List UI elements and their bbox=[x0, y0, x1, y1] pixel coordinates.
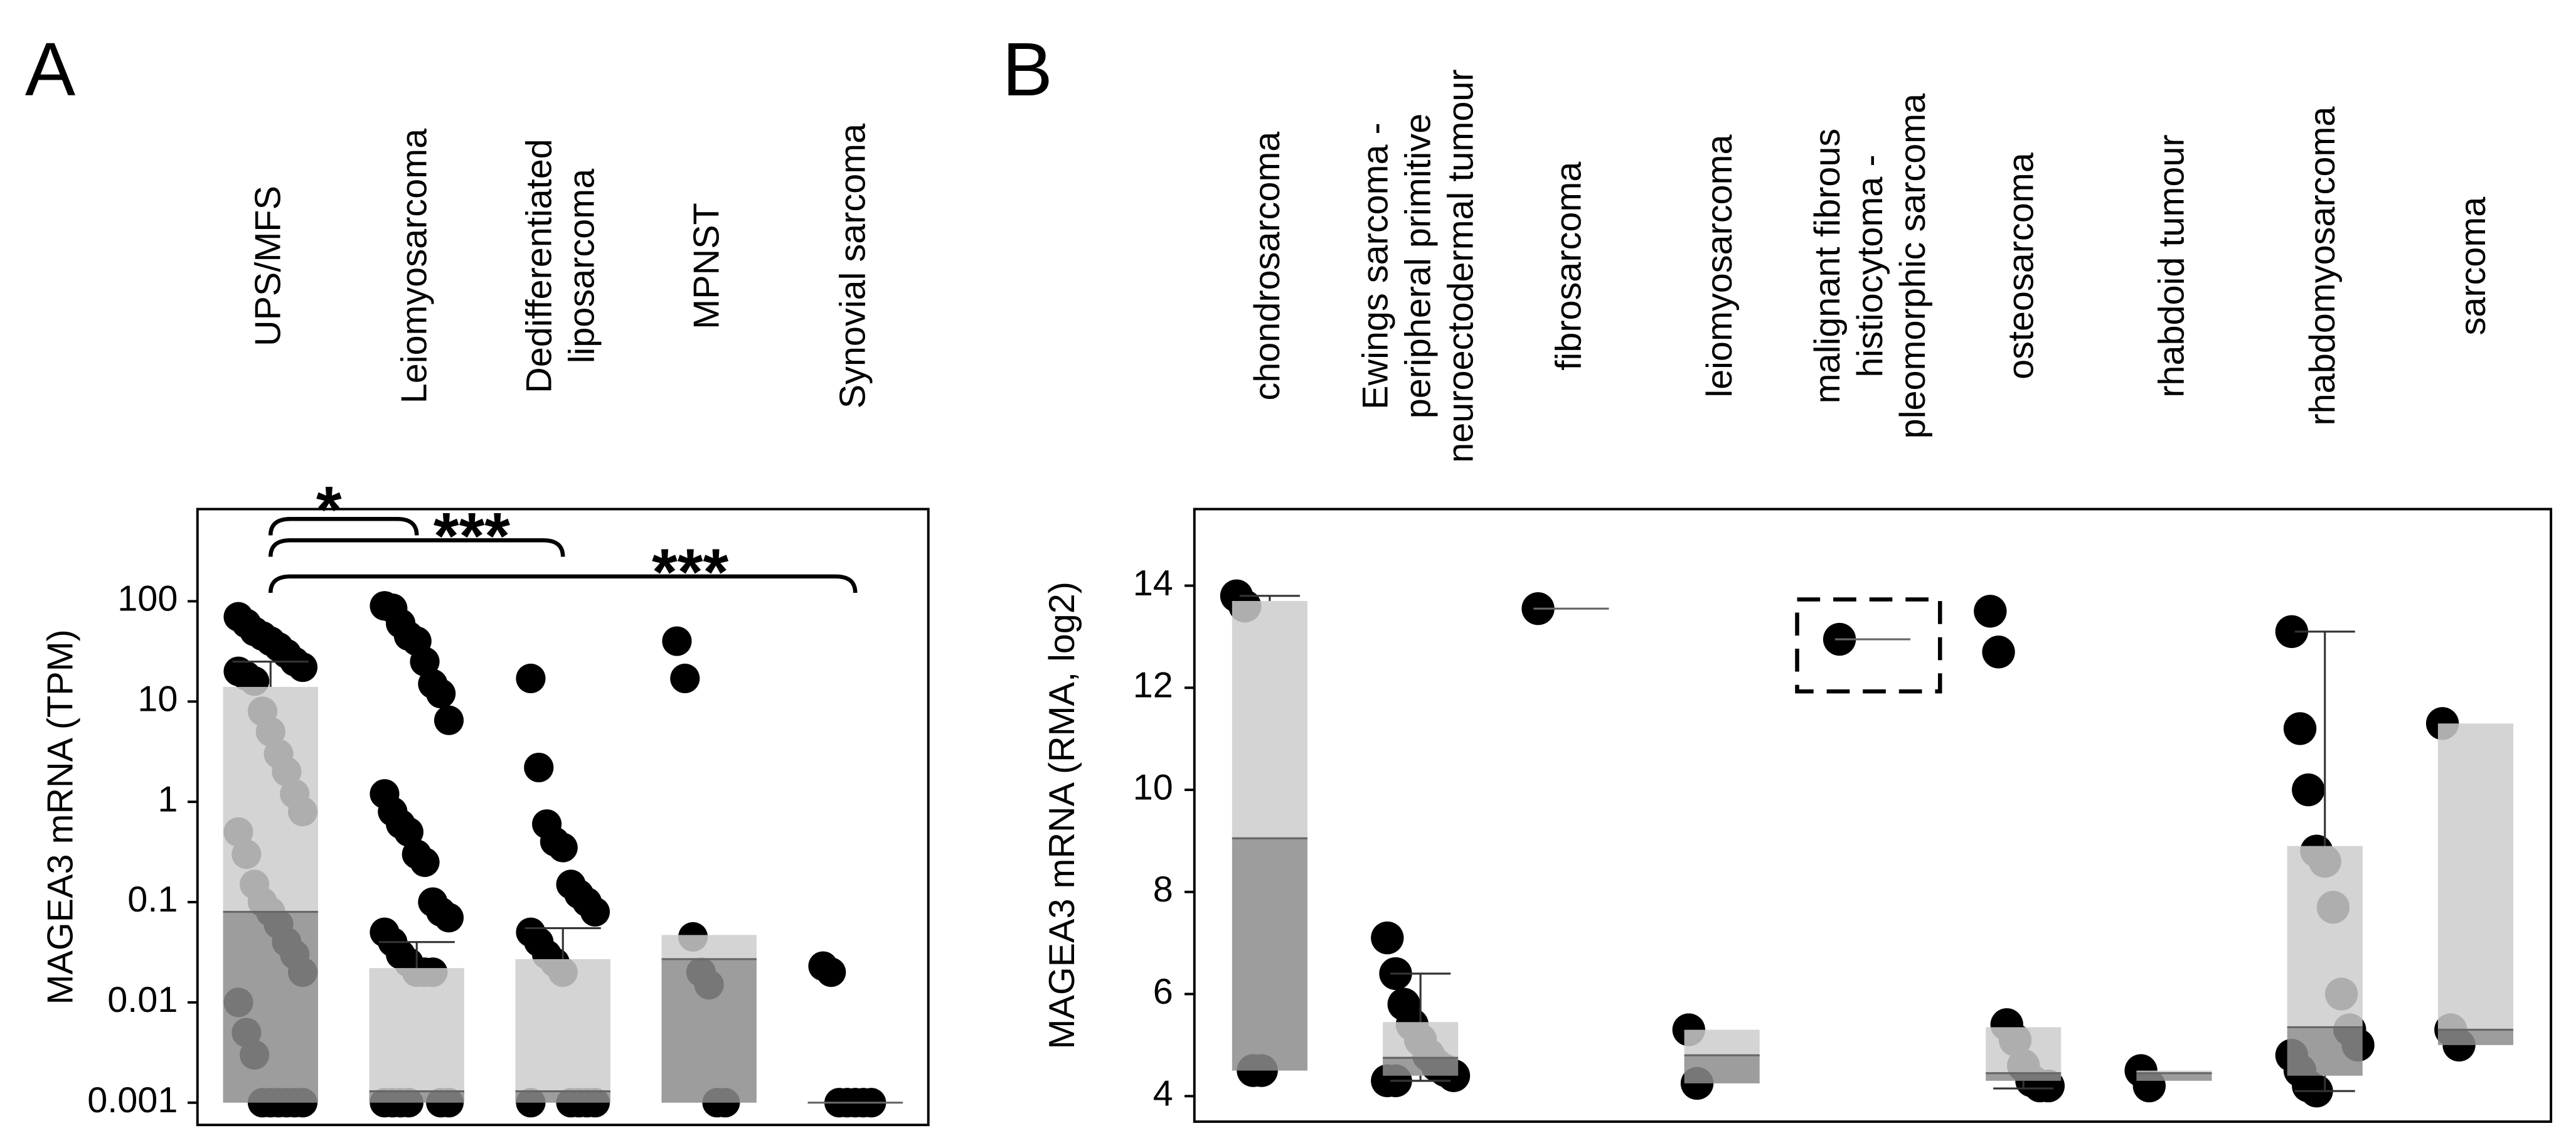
data-point bbox=[516, 663, 546, 694]
category-label: peripheral primitive bbox=[1398, 114, 1438, 418]
data-point bbox=[2283, 712, 2317, 745]
box-upper bbox=[2287, 846, 2363, 1028]
box-upper bbox=[1232, 600, 1307, 839]
box-lower bbox=[1986, 1073, 2062, 1081]
data-point bbox=[1974, 595, 2007, 628]
category-label: Dedifferentiated bbox=[519, 139, 559, 393]
box-lower bbox=[2437, 1029, 2514, 1045]
box-lower bbox=[2136, 1073, 2212, 1081]
category-label: UPS/MFS bbox=[248, 186, 288, 346]
category-label: rhabdoid tumour bbox=[2152, 134, 2192, 397]
y-tick-label: 14 bbox=[1133, 563, 1173, 603]
data-point bbox=[1982, 635, 2015, 669]
category-label: leiomyosarcoma bbox=[1700, 134, 1740, 398]
y-axis-label: MAGEA3 mRNA (RMA, log2) bbox=[1042, 582, 1082, 1049]
data-point bbox=[2275, 615, 2309, 648]
category-label: neuroectodermal tumour bbox=[1440, 69, 1481, 462]
box-lower bbox=[1684, 1055, 1760, 1083]
y-tick-label: 0.01 bbox=[107, 980, 178, 1020]
box-upper bbox=[369, 968, 464, 1092]
category-label: osteosarcoma bbox=[2001, 152, 2041, 380]
data-point bbox=[410, 847, 440, 877]
category-label: chondrosarcoma bbox=[1247, 131, 1287, 401]
y-tick-label: 12 bbox=[1133, 666, 1173, 706]
box-upper bbox=[2437, 723, 2514, 1030]
data-point bbox=[426, 679, 456, 709]
y-tick-label: 0.001 bbox=[87, 1080, 178, 1120]
y-tick-label: 1 bbox=[157, 779, 178, 819]
data-point bbox=[580, 896, 610, 927]
category-label: pleomorphic sarcoma bbox=[1893, 93, 1933, 439]
box-upper bbox=[2136, 1070, 2212, 1073]
category-label: liposarcoma bbox=[562, 168, 602, 363]
data-point bbox=[548, 832, 578, 863]
y-tick-label: 0.1 bbox=[127, 880, 178, 920]
category-label: Synovial sarcoma bbox=[833, 123, 873, 408]
y-tick-label: 100 bbox=[117, 579, 178, 619]
panel-label: A bbox=[25, 27, 76, 112]
plot-frame bbox=[1193, 508, 2553, 1123]
category-label: malignant fibrous bbox=[1807, 129, 1848, 403]
significance-label: *** bbox=[434, 499, 510, 573]
category-label: Leiomyosarcoma bbox=[394, 128, 434, 403]
box-lower bbox=[661, 959, 757, 1103]
box-upper bbox=[1383, 1022, 1459, 1058]
box-upper bbox=[1986, 1027, 2062, 1073]
highlight-box bbox=[1795, 597, 1942, 694]
box-lower bbox=[515, 1091, 610, 1103]
category-label: MPNST bbox=[686, 203, 726, 329]
y-tick-label: 8 bbox=[1153, 869, 1173, 910]
box-upper bbox=[223, 686, 318, 912]
y-axis-label: MAGEA3 mRNA (TPM) bbox=[40, 629, 80, 1004]
data-point bbox=[434, 903, 464, 933]
significance-label: *** bbox=[652, 536, 728, 609]
significance-bracket bbox=[268, 538, 565, 557]
data-point bbox=[524, 752, 554, 782]
significance-label: * bbox=[316, 473, 342, 546]
data-point bbox=[393, 817, 423, 847]
data-point bbox=[662, 626, 692, 656]
y-tick-label: 10 bbox=[1133, 767, 1173, 807]
data-point bbox=[1371, 921, 1404, 955]
box-upper bbox=[1684, 1029, 1760, 1056]
box-lower bbox=[223, 912, 318, 1103]
box-lower bbox=[369, 1091, 464, 1103]
y-tick-label: 10 bbox=[137, 679, 178, 720]
data-point bbox=[287, 652, 318, 683]
significance-bracket bbox=[268, 574, 858, 593]
data-point bbox=[434, 705, 464, 735]
data-point bbox=[2292, 773, 2325, 807]
plot-frame bbox=[196, 508, 930, 1127]
y-tick-label: 6 bbox=[1153, 972, 1173, 1012]
y-tick-label: 4 bbox=[1153, 1074, 1173, 1114]
significance-bracket bbox=[268, 516, 419, 536]
box-lower bbox=[2287, 1027, 2363, 1076]
box-lower bbox=[1232, 838, 1307, 1071]
box-upper bbox=[661, 935, 757, 959]
box-lower bbox=[1383, 1058, 1459, 1076]
box-upper bbox=[515, 959, 610, 1092]
data-point bbox=[670, 663, 700, 694]
category-label: Ewings sarcoma - bbox=[1355, 122, 1395, 410]
panel-label: B bbox=[1003, 27, 1053, 112]
category-label: rhabdomyosarcoma bbox=[2302, 106, 2343, 426]
data-point bbox=[410, 647, 440, 677]
data-point bbox=[816, 957, 846, 987]
category-label: sarcoma bbox=[2453, 196, 2493, 336]
category-label: histiocytoma - bbox=[1850, 155, 1890, 378]
category-label: fibrosarcoma bbox=[1549, 161, 1589, 371]
